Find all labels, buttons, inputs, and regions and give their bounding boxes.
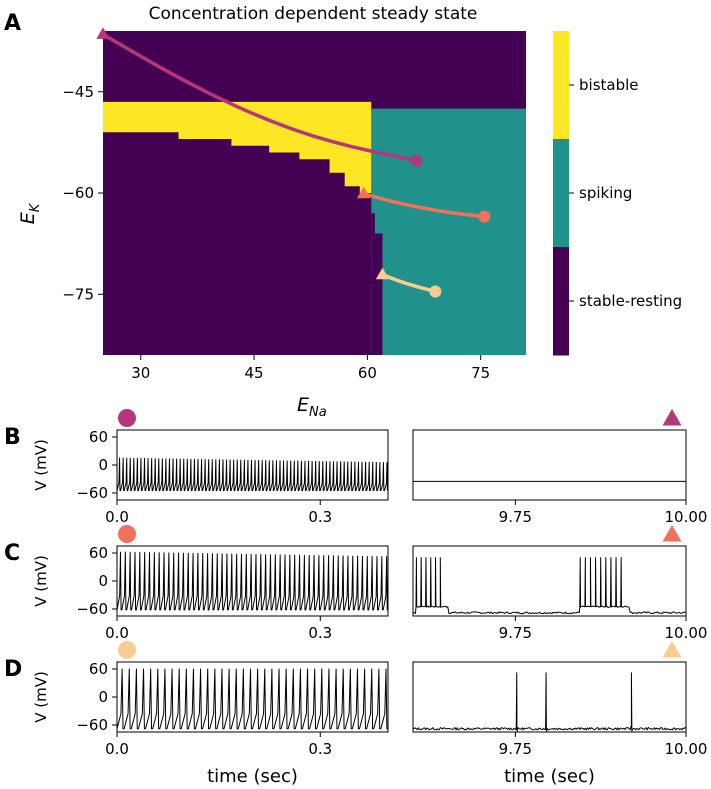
x-tick-label: 0.0 (105, 740, 129, 758)
trajectory-start-marker (356, 186, 371, 199)
trajectory-end-marker (429, 285, 442, 298)
x-axis-label: ENa (297, 394, 327, 420)
panel-label: C (4, 541, 20, 566)
x-tick-label: 45 (245, 364, 264, 382)
panel-label: D (4, 657, 22, 682)
colorbar-label: spiking (579, 184, 632, 202)
y-tick-label: −45 (62, 83, 94, 101)
y-tick-label: −60 (76, 716, 108, 734)
x-axis-label: time (sec) (207, 766, 298, 787)
marker-circle (118, 409, 136, 427)
y-axis-label: V (mV) (32, 439, 50, 491)
panel-label: B (4, 425, 21, 450)
heatmap-axes: 30 45 60 75 −45 −60 −75 (62, 83, 490, 382)
chart-title: Concentration dependent steady state (149, 4, 478, 24)
colorbar-label: bistable (579, 76, 639, 94)
marker-circle (118, 525, 136, 543)
panel-label-a: A (4, 11, 21, 36)
y-tick-label: −75 (62, 285, 94, 303)
trajectory-start-marker (375, 267, 390, 280)
x-tick-label: 75 (471, 364, 490, 382)
trajectory-end-marker (410, 154, 423, 167)
x-tick-label: 0.0 (105, 624, 129, 642)
y-tick-label: 0 (98, 572, 108, 590)
y-tick-label: 60 (89, 544, 108, 562)
region-resting-notch (363, 193, 383, 355)
y-tick-label: 0 (98, 456, 108, 474)
colorbar-label: stable-resting (579, 292, 682, 310)
y-tick-label: −60 (62, 184, 94, 202)
voltage-trace-left (116, 668, 388, 730)
y-axis-label: V (mV) (32, 555, 50, 607)
x-tick-label: 0.3 (308, 740, 332, 758)
trajectory-b (101, 32, 419, 163)
x-tick-label: 10.00 (665, 624, 708, 642)
marker-triangle (662, 525, 682, 542)
marker-circle (118, 641, 136, 659)
marker-triangle (662, 409, 682, 426)
y-tick-label: −60 (76, 484, 108, 502)
marker-triangle (662, 641, 682, 658)
colorbar-segment-stable-resting (553, 247, 569, 356)
y-axis-label: EK (17, 202, 43, 224)
colorbar-segment-spiking (553, 139, 569, 248)
x-tick-label: 60 (358, 364, 377, 382)
colorbar: bistable spiking stable-resting (553, 31, 682, 356)
voltage-traces: B V (mV) 0.0 0.3 9.75 10.00 60 0 −60 C V (mV) 0.0 0.… (4, 409, 707, 787)
trace-axes-frame (412, 545, 687, 617)
region-spiking (371, 108, 526, 355)
trajectory-start-marker (96, 27, 110, 39)
trace-axes-frame (412, 661, 687, 733)
y-tick-label: 60 (89, 660, 108, 678)
heatmap-plot (96, 27, 526, 355)
y-tick-label: −60 (76, 600, 108, 618)
x-tick-label: 0.0 (105, 508, 129, 526)
trace-axes-frame (412, 429, 687, 501)
x-tick-label: 0.3 (308, 508, 332, 526)
x-tick-label: 9.75 (499, 508, 532, 526)
y-axis-label: V (mV) (32, 671, 50, 723)
trajectory-end-marker (478, 210, 491, 223)
region-bistable (103, 101, 372, 193)
x-tick-label: 10.00 (665, 508, 708, 526)
x-tick-label: 30 (131, 364, 150, 382)
x-tick-label: 9.75 (499, 740, 532, 758)
y-tick-label: 0 (98, 688, 108, 706)
x-tick-label: 9.75 (499, 624, 532, 642)
x-tick-label: 0.3 (308, 624, 332, 642)
voltage-trace-left (116, 457, 388, 492)
y-tick-label: 60 (89, 428, 108, 446)
x-axis-label: time (sec) (504, 766, 595, 787)
x-tick-label: 10.00 (665, 740, 708, 758)
voltage-trace-right (412, 672, 687, 732)
colorbar-segment-bistable (553, 31, 569, 140)
voltage-trace-right (412, 557, 687, 615)
voltage-trace-left (116, 551, 388, 611)
